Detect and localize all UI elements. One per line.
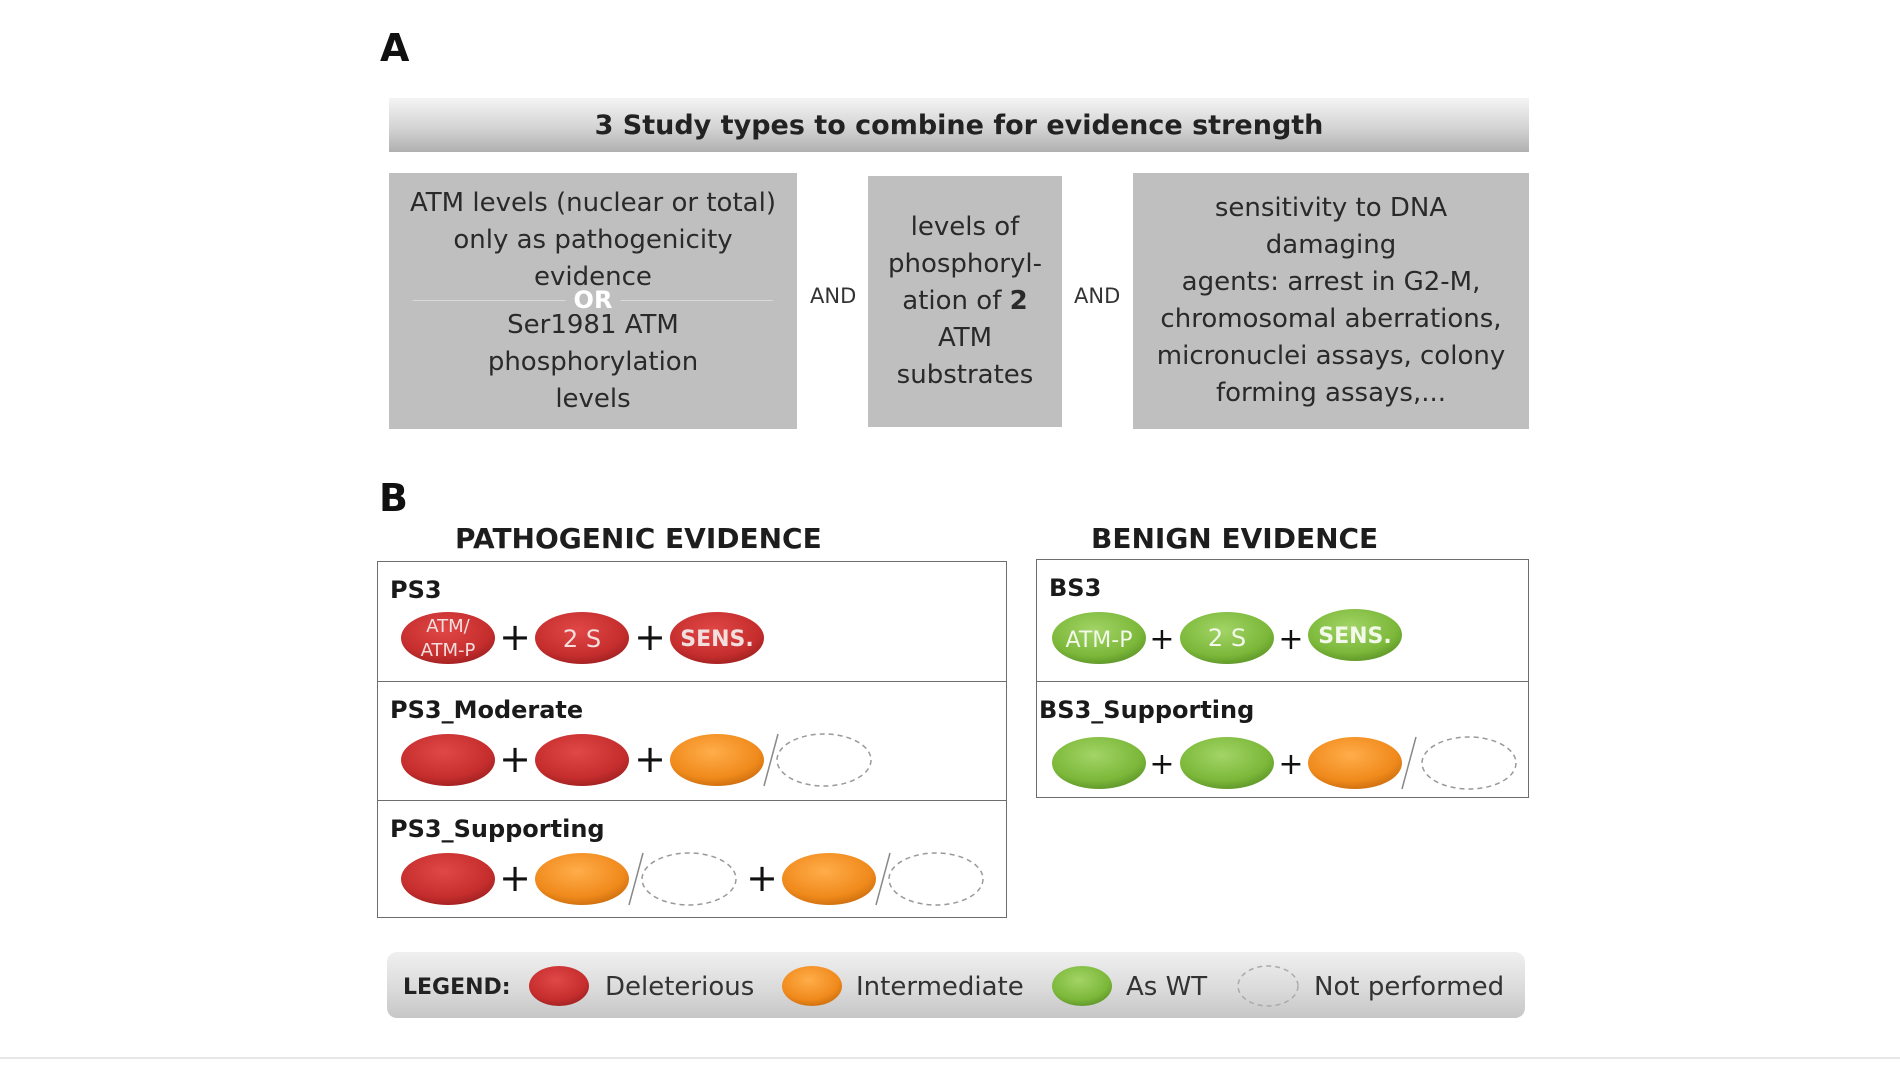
- box3-line3: chromosomal aberrations,: [1160, 304, 1502, 334]
- ps3-moderate-shapes: + +: [401, 733, 872, 787]
- ps3s-slash-2: [875, 852, 891, 906]
- box2-line4: substrates: [896, 360, 1034, 390]
- box2-line3-pre: ation of: [902, 286, 1010, 316]
- bs3s-not-performed-oval: [1421, 736, 1517, 790]
- box3-line2: agents: arrest in G2-M,: [1181, 267, 1481, 297]
- bs3s-slash: [1401, 736, 1417, 790]
- ps3-shapes: ATM/ ATM-P + 2 S + SENS.: [401, 612, 764, 664]
- ps3s-intermediate-oval-2: [782, 853, 876, 905]
- study-types-header: 3 Study types to combine for evidence st…: [389, 98, 1529, 152]
- pathogenic-evidence-title: PATHOGENIC EVIDENCE: [455, 522, 822, 555]
- ps3m-intermediate-oval: [670, 734, 764, 786]
- bs3-sens-text: SENS.: [1318, 624, 1392, 649]
- ps3-2s-deleterious-oval: [535, 612, 629, 664]
- ps3-moderate-row: PS3_Moderate + +: [378, 681, 1006, 800]
- study-box-atm-levels: ATM levels (nuclear or total) only as pa…: [389, 173, 797, 429]
- ps3-row: PS3 ATM/ ATM-P + 2 S + SENS.: [378, 562, 1006, 681]
- bs3s-plus-1: +: [1149, 747, 1174, 782]
- ps3s-plus-2: +: [746, 856, 778, 900]
- and-connector-2: AND: [1074, 284, 1121, 308]
- ps3s-intermediate-oval-1: [535, 853, 629, 905]
- ps3-supporting-label: PS3_Supporting: [390, 815, 605, 843]
- ps3-plus-1: +: [499, 615, 531, 659]
- legend-shapes: LEGEND: Deleterious Intermediate As WT N…: [403, 965, 1504, 1007]
- ps3-label: PS3: [390, 576, 442, 604]
- bs3-sens-wt-oval: [1308, 609, 1402, 661]
- box2-line2: phosphoryl-: [887, 249, 1042, 279]
- legend-intermediate-swatch: [782, 966, 842, 1006]
- panel-b-letter: B: [379, 476, 408, 520]
- ps3-moderate-label: PS3_Moderate: [390, 696, 584, 724]
- ps3-supporting-row: PS3_Supporting + +: [378, 800, 1006, 917]
- bs3-label: BS3: [1049, 574, 1102, 602]
- bottom-divider: [0, 1057, 1900, 1059]
- or-divider: OR: [413, 285, 773, 314]
- legend-not-performed-swatch: [1237, 965, 1299, 1007]
- legend-intermediate-label: Intermediate: [856, 972, 1024, 1002]
- box3-line4: micronuclei assays, colony: [1156, 341, 1506, 371]
- ps3m-plus-2: +: [634, 737, 666, 781]
- ps3-2s-text: 2 S: [563, 625, 601, 653]
- panel-a-letter: A: [380, 26, 410, 70]
- pathogenic-evidence-box: PS3 ATM/ ATM-P + 2 S + SENS. PS3_Moderat…: [377, 561, 1007, 918]
- ps3m-deleterious-oval-2: [535, 734, 629, 786]
- box2-line3: ation of 2 ATM: [874, 283, 1056, 357]
- ps3s-deleterious-oval: [401, 853, 495, 905]
- ps3s-plus-1: +: [499, 856, 531, 900]
- ps3-atm-deleterious-oval: [401, 612, 495, 664]
- legend-not-performed-label: Not performed: [1314, 972, 1504, 1002]
- legend-deleterious-swatch: [529, 966, 589, 1006]
- box1-line4: Ser1981 ATM phosphorylation: [487, 309, 699, 377]
- ps3-plus-2: +: [634, 615, 666, 659]
- legend-title: LEGEND:: [403, 975, 511, 1000]
- ps3-sens-deleterious-oval: [670, 612, 764, 664]
- bs3-shapes: ATM-P + 2 S + SENS.: [1052, 609, 1402, 664]
- ps3-supporting-shapes: + +: [401, 852, 984, 906]
- box2-line3-post: ATM: [937, 323, 993, 353]
- box3-line5: forming assays,...: [1215, 378, 1447, 408]
- ps3s-not-performed-oval-2: [888, 852, 984, 906]
- bs3-row: BS3 ATM-P + 2 S + SENS.: [1037, 560, 1528, 681]
- bs3-2s-wt-oval: [1180, 612, 1274, 664]
- ps3s-slash-1: [628, 852, 644, 906]
- ps3m-slash: [763, 733, 779, 787]
- bs3-supporting-label: BS3_Supporting: [1039, 696, 1255, 724]
- bs3-plus-2: +: [1278, 622, 1303, 657]
- ps3-atm-text-2: ATM-P: [421, 640, 476, 661]
- bs3s-wt-oval-1: [1052, 737, 1146, 789]
- bs3-supporting-row: BS3_Supporting + +: [1037, 681, 1528, 797]
- benign-evidence-box: BS3 ATM-P + 2 S + SENS. BS3_Supporting +…: [1036, 559, 1529, 798]
- ps3m-deleterious-oval-1: [401, 734, 495, 786]
- ps3m-not-performed-oval: [776, 733, 872, 787]
- ps3-atm-text-1: ATM/: [426, 616, 470, 637]
- box2-line3-bold: 2: [1009, 286, 1028, 316]
- bs3-atm-p-text: ATM-P: [1066, 628, 1133, 653]
- study-box-sensitivity: sensitivity to DNA damaging agents: arre…: [1133, 173, 1529, 429]
- box1-line1: ATM levels (nuclear or total): [410, 187, 776, 218]
- bs3s-wt-oval-2: [1180, 737, 1274, 789]
- bs3s-plus-2: +: [1278, 747, 1303, 782]
- box1-line5: levels: [555, 383, 631, 414]
- bs3-supporting-shapes: + +: [1052, 736, 1517, 790]
- study-box-substrates: levels of phosphoryl- ation of 2 ATM sub…: [868, 176, 1062, 427]
- bs3-plus-1: +: [1149, 622, 1174, 657]
- and-connector-1: AND: [810, 284, 857, 308]
- ps3m-plus-1: +: [499, 737, 531, 781]
- ps3-sens-text: SENS.: [680, 627, 754, 652]
- legend-bar: LEGEND: Deleterious Intermediate As WT N…: [387, 952, 1525, 1018]
- bs3s-intermediate-oval: [1308, 737, 1402, 789]
- study-types-header-text: 3 Study types to combine for evidence st…: [594, 109, 1324, 141]
- bs3-2s-text: 2 S: [1208, 624, 1246, 652]
- bs3-atm-p-wt-oval: [1052, 612, 1146, 664]
- legend-as-wt-label: As WT: [1126, 972, 1207, 1002]
- ps3s-not-performed-oval-1: [641, 852, 737, 906]
- benign-evidence-title: BENIGN EVIDENCE: [1091, 522, 1379, 555]
- or-label: OR: [565, 285, 621, 314]
- box3-line1: sensitivity to DNA damaging: [1214, 193, 1448, 260]
- legend-as-wt-swatch: [1052, 966, 1112, 1006]
- box1-line2: only as pathogenicity: [453, 224, 733, 255]
- legend-deleterious-label: Deleterious: [605, 972, 754, 1002]
- box2-line1: levels of: [910, 212, 1020, 242]
